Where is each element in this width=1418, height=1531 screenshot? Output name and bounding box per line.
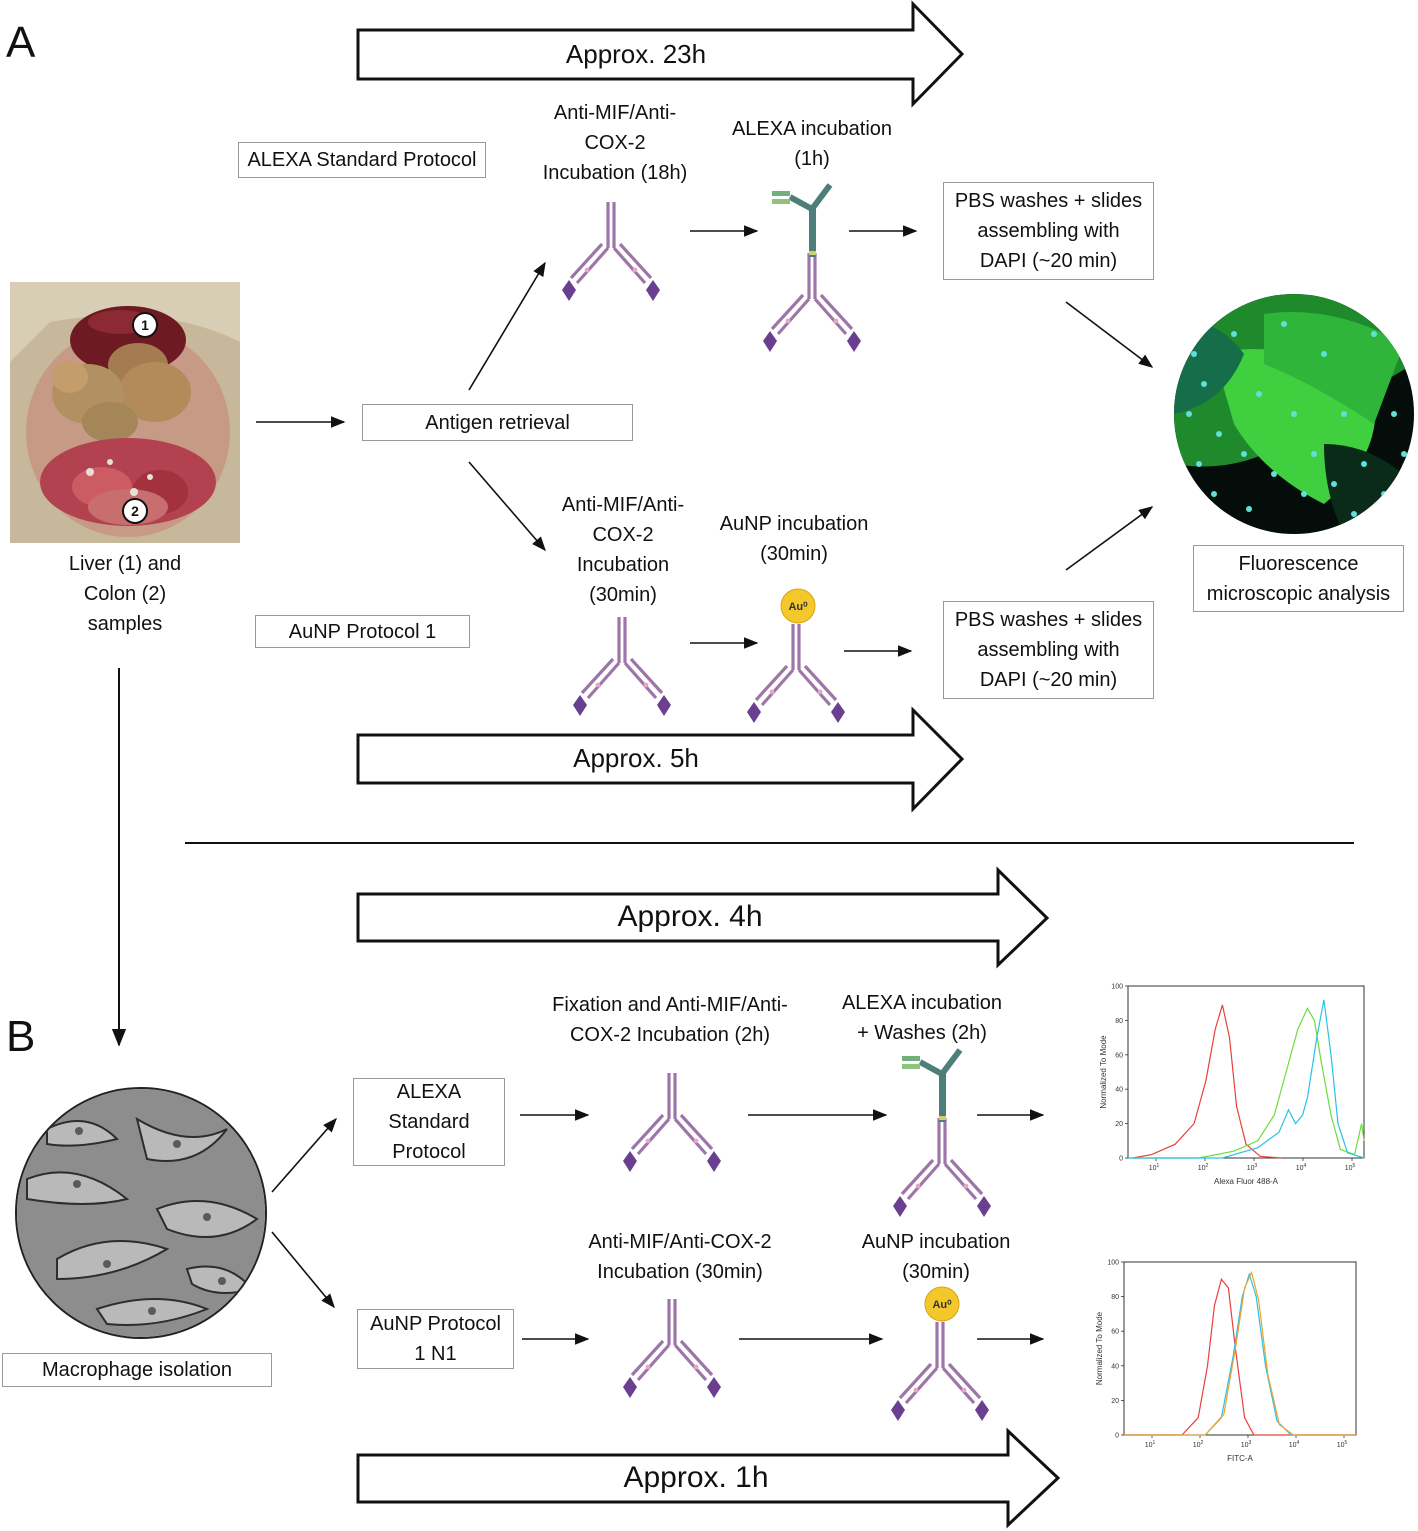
x-tick-label: 104 (1296, 1163, 1307, 1172)
b-alexa-labeled-antibody-secondary-antibody (902, 1048, 963, 1122)
y-axis-label: Normalized To Mode (1095, 1311, 1104, 1385)
y-tick-label: 0 (1115, 1433, 1119, 1440)
x-axis-label: FITC-A (1227, 1454, 1253, 1463)
b-aunp-primary-antibody (623, 1299, 721, 1398)
y-tick-label: 20 (1115, 1121, 1123, 1128)
histogram-series-1 (1132, 1004, 1282, 1159)
b-aunp-labeled-antibody: Au⁰ (891, 1286, 989, 1421)
a-alexa-primary-antibody (562, 202, 660, 301)
fluorescence-analysis-box: Fluorescence microscopic analysis (1193, 545, 1404, 612)
a-alexa-step1-label: Anti-MIF/Anti- COX-2 Incubation (18h) (542, 102, 688, 184)
pbs-box-alexa: PBS washes + slides assembling with DAPI (… (943, 182, 1154, 280)
time-arrow-b-aunp-shape (356, 1427, 1061, 1529)
liver-marker: 1 (132, 312, 158, 338)
x-tick-label: 101 (1149, 1163, 1160, 1172)
x-tick-label: 101 (1145, 1440, 1156, 1449)
y-tick-label: 60 (1111, 1329, 1119, 1336)
a-aunp-labeled-antibody: Au⁰ (747, 588, 845, 723)
time-arrow-b-alexa-shape (356, 866, 1050, 969)
y-tick-label: 20 (1111, 1398, 1119, 1405)
x-tick-label: 103 (1247, 1163, 1258, 1172)
b-aunp-step1-label: Anti-MIF/Anti-COX-2 Incubation (30min) (588, 1231, 772, 1283)
svg-text:Au⁰: Au⁰ (932, 1299, 952, 1311)
a-aunp-step1-label: Anti-MIF/Anti- COX-2 Incubation (30min) (561, 494, 685, 606)
plot-frame (1123, 1261, 1357, 1436)
y-tick-label: 40 (1111, 1363, 1119, 1370)
y-tick-label: 80 (1111, 1294, 1119, 1301)
a-aunp-step2-label: AuNP incubation (30min) (719, 513, 869, 565)
y-tick-label: 100 (1111, 984, 1123, 991)
x-tick-label: 102 (1198, 1163, 1209, 1172)
x-axis-label: Alexa Fluor 488-A (1214, 1177, 1279, 1186)
y-tick-label: 100 (1107, 1260, 1119, 1267)
b-alexa-labeled-antibody (893, 1048, 991, 1217)
tissue-sample-photo: 1 2 (10, 282, 240, 543)
plot-frame (1127, 985, 1365, 1159)
flow-histogram-fitc: 0 20 40 60 80 100 101 102 103 104 105 FITC-A Normali… (1095, 1260, 1357, 1463)
panel-a-letter: A (6, 18, 36, 67)
a-alexa-labeled-antibody (763, 183, 861, 352)
b-aunp-step2-label: AuNP incubation (30min) (861, 1231, 1011, 1283)
a-aunp-primary-antibody (573, 617, 671, 716)
y-tick-label: 80 (1115, 1018, 1123, 1025)
antigen-retrieval-box: Antigen retrieval (362, 404, 633, 441)
b-alexa-protocol-box: ALEXA Standard Protocol (353, 1078, 505, 1166)
macrophage-isolation-box: Macrophage isolation (2, 1353, 272, 1387)
a-aunp-labeled-antibody-gold-nanoparticle: Au⁰ (780, 588, 816, 624)
colon-marker: 2 (122, 498, 148, 524)
time-arrow-a-aunp-shape (356, 706, 965, 813)
macrophage-micrograph (15, 1087, 267, 1339)
a-alexa-step2-label: ALEXA incubation (1h) (731, 118, 893, 170)
x-tick-label: 103 (1241, 1440, 1252, 1449)
svg-text:Au⁰: Au⁰ (788, 601, 808, 613)
histogram-series-3 (1128, 999, 1365, 1159)
histogram-series-1 (1124, 1278, 1356, 1436)
b-alexa-step1-label: Fixation and Anti-MIF/Anti- COX-2 Incuba… (552, 994, 788, 1046)
time-label-b-aunp: Approx. 1h (623, 1461, 769, 1494)
aunp-protocol-box: AuNP Protocol 1 (255, 615, 470, 648)
fluorescence-micrograph (1174, 294, 1414, 534)
y-tick-label: 40 (1115, 1087, 1123, 1094)
a-alexa-labeled-antibody-secondary-antibody (772, 183, 833, 257)
x-tick-label: 104 (1289, 1440, 1300, 1449)
y-tick-label: 60 (1115, 1052, 1123, 1059)
alexa-protocol-box: ALEXA Standard Protocol (238, 142, 486, 178)
b-aunp-protocol-box: AuNP Protocol 1 N1 (357, 1309, 514, 1369)
b-aunp-labeled-antibody-gold-nanoparticle: Au⁰ (924, 1286, 960, 1322)
y-tick-label: 0 (1119, 1156, 1123, 1163)
x-tick-label: 102 (1193, 1440, 1204, 1449)
b-alexa-primary-antibody (623, 1073, 721, 1172)
panel-b-letter: B (6, 1012, 36, 1061)
b-alexa-step2-label: ALEXA incubation + Washes (2h) (841, 992, 1003, 1044)
x-tick-label: 105 (1337, 1440, 1348, 1449)
flow-histogram-alexa: 0 20 40 60 80 100 101 102 103 104 105 Alexa Fluor 4… (1099, 984, 1365, 1186)
pbs-box-aunp: PBS washes + slides assembling with DAPI (… (943, 601, 1154, 699)
samples-label: Liver (1) and Colon (2) samples (68, 553, 182, 635)
histogram-series-3 (1124, 1270, 1356, 1436)
time-label-b-alexa: Approx. 4h (617, 900, 763, 933)
y-axis-label: Normalized To Mode (1099, 1035, 1108, 1109)
x-tick-label: 105 (1345, 1163, 1356, 1172)
time-arrow-a-alexa-shape (356, 0, 965, 108)
time-label-a-aunp: Approx. 5h (573, 743, 699, 773)
time-label-a-alexa: Approx. 23h (565, 39, 707, 69)
histogram-series-2 (1128, 1007, 1365, 1159)
